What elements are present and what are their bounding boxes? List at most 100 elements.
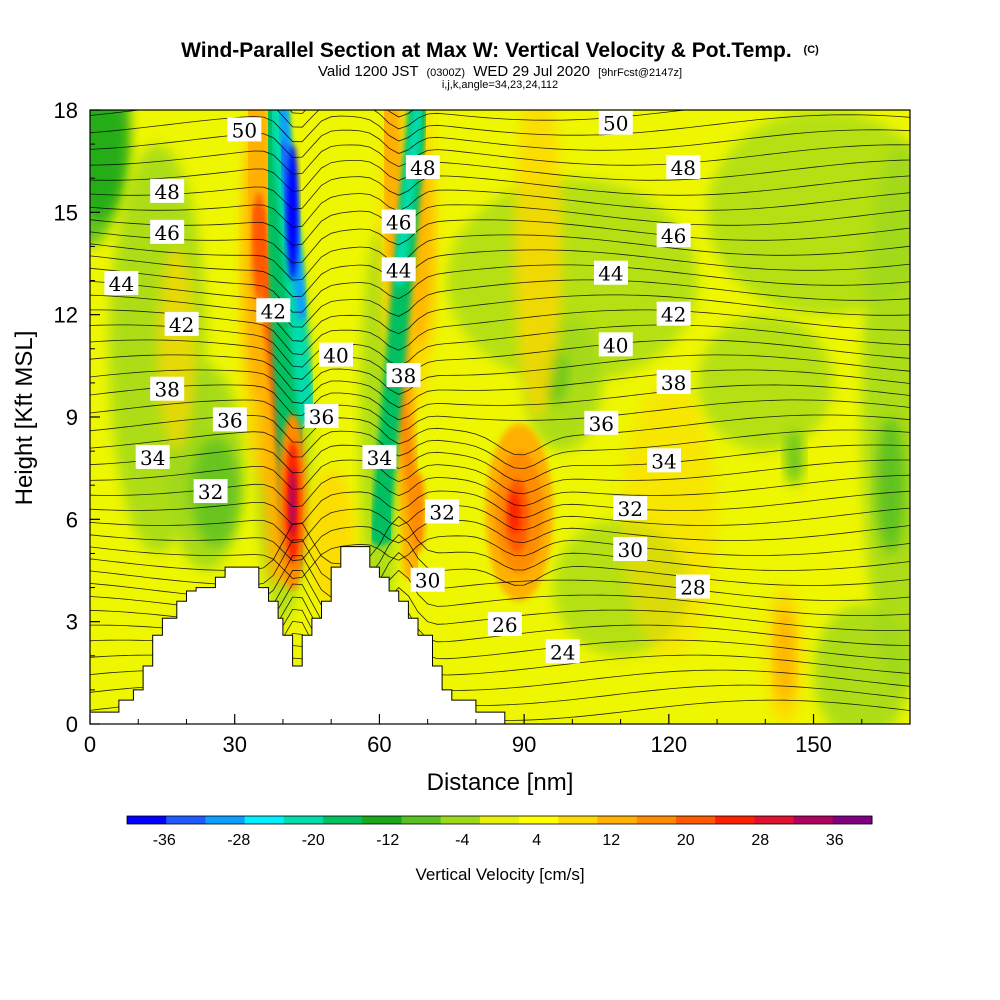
theta-label-text: 46 [661, 224, 686, 248]
theta-contour-line [90, 459, 910, 495]
theta-label-text: 42 [661, 303, 686, 327]
theta-label-box [104, 270, 139, 295]
velocity-field: 50 48 46 44 42 42 38 36 36 34 32 40 38 34 32 30 26 24 48 46… [90, 110, 910, 724]
theta-contour-line [90, 175, 910, 210]
theta-contour-label: 48 [150, 178, 185, 204]
colorbar-swatch [244, 816, 285, 824]
velocity-blob [90, 110, 129, 220]
theta-contour-label: 38 [386, 363, 421, 388]
colorbar-tick-label: -12 [376, 832, 399, 849]
theta-contour-label: 48 [405, 154, 440, 180]
theta-label-text: 42 [261, 299, 286, 323]
theta-label-box [381, 209, 416, 234]
theta-contour-line [90, 159, 910, 192]
theta-label-box [545, 639, 580, 664]
theta-contour-label: 30 [613, 537, 648, 562]
theta-label-text: 44 [386, 258, 411, 282]
velocity-blob [774, 608, 795, 704]
theta-contour-label: 28 [675, 574, 710, 600]
y-tick-label: 18 [54, 98, 78, 123]
chart-title-mark: (C) [804, 44, 820, 56]
colorbar-swatch [636, 816, 677, 824]
colorbar-swatch [323, 816, 363, 824]
theta-contour-line [90, 369, 910, 408]
y-tick-label: 0 [66, 712, 78, 737]
velocity-blob [707, 110, 910, 315]
colorbar-swatch [127, 816, 167, 824]
x-tick-label: 0 [84, 732, 96, 757]
chart-subtitle-utc: (0300Z) [426, 67, 465, 79]
theta-contour-label: 34 [362, 444, 397, 470]
y-tick-label: 3 [66, 610, 78, 635]
chart-subtitle-forecast: [9hrFcst@2147z] [598, 67, 682, 79]
theta-label-box [666, 154, 701, 179]
theta-contour-line [90, 535, 910, 579]
velocity-band [392, 110, 424, 287]
theta-label-box [656, 301, 691, 326]
theta-label-box [593, 260, 628, 285]
theta-label-box [212, 407, 247, 432]
theta-label-box [150, 178, 185, 203]
theta-contour-label: 44 [381, 257, 416, 282]
colorbar-swatch [362, 816, 402, 824]
theta-label-text: 38 [154, 378, 179, 402]
theta-label-text: 38 [661, 371, 686, 395]
y-tick-label: 9 [66, 405, 78, 430]
theta-label-box [487, 612, 522, 637]
theta-contour-line [90, 504, 910, 544]
theta-contour-label: 42 [656, 301, 691, 327]
velocity-blob [861, 144, 910, 690]
colorbar-swatch [715, 816, 755, 824]
theta-contour-label: 48 [666, 154, 701, 180]
theta-label-box [304, 404, 339, 428]
theta-label-box [319, 342, 353, 367]
theta-label-text: 44 [598, 262, 623, 286]
chart-subtitle-valid: Valid 1200 JST [318, 63, 418, 80]
theta-label-text: 36 [589, 412, 614, 436]
theta-contour-line [90, 324, 910, 368]
theta-contour-label: 44 [104, 270, 139, 296]
theta-contour-line [90, 490, 910, 526]
theta-label-text: 32 [198, 480, 223, 504]
theta-label-box [675, 574, 710, 599]
theta-contour-label: 38 [150, 376, 185, 402]
theta-contour-line [90, 234, 910, 281]
colorbar-tick-label: -4 [455, 832, 469, 849]
theta-label-text: 50 [232, 118, 257, 142]
colorbar-swatch [166, 816, 206, 824]
theta-contour-label: 46 [656, 223, 691, 248]
theta-contour-label: 32 [613, 496, 648, 521]
theta-label-box [598, 332, 633, 357]
y-axis-label: Height [Kft MSL] [11, 331, 38, 506]
theta-label-box [584, 410, 619, 435]
velocity-core [508, 492, 521, 533]
colorbar-swatch [793, 816, 834, 824]
theta-label-text: 34 [367, 446, 392, 470]
theta-label-text: 24 [550, 640, 575, 664]
theta-contour-line [90, 309, 910, 355]
theta-contour-line [90, 204, 910, 246]
theta-label-text: 48 [410, 156, 435, 180]
colorbar-tick-label: 36 [826, 832, 844, 849]
theta-label-text: 50 [603, 112, 628, 136]
theta-contour-line [90, 384, 910, 421]
theta-contour-label: 30 [410, 567, 445, 593]
theta-label-text: 30 [618, 538, 643, 562]
x-tick-label: 90 [512, 732, 536, 757]
theta-label-text: 42 [169, 313, 194, 337]
velocity-blob [157, 246, 197, 452]
theta-label-text: 26 [492, 613, 517, 637]
theta-label-text: 28 [680, 576, 705, 600]
x-axis: 0 30 60 90 120 150 [84, 714, 863, 757]
theta-contour-label: 26 [487, 612, 522, 637]
theta-label-box [405, 154, 440, 179]
theta-contour-label: 46 [150, 219, 185, 245]
theta-label-box [656, 369, 691, 394]
theta-label-text: 30 [415, 569, 440, 593]
theta-label-box [135, 444, 170, 469]
theta-contour-label: 32 [193, 479, 228, 504]
colorbar-swatch [519, 816, 559, 824]
theta-label-box [256, 298, 291, 323]
theta-contour-label: 42 [164, 311, 199, 337]
